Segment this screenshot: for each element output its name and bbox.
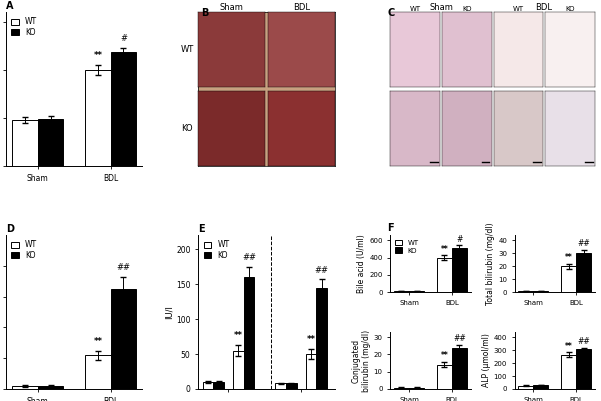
Y-axis label: WT: WT [180, 45, 194, 54]
Text: **: ** [234, 331, 243, 340]
Text: #: # [456, 235, 463, 244]
Bar [233, 350, 243, 389]
Bar [561, 354, 576, 389]
Bar [394, 291, 409, 292]
Y-axis label: IU/l: IU/l [164, 305, 173, 319]
Text: A: A [6, 1, 13, 11]
Text: **: ** [441, 352, 448, 360]
Text: ##: ## [453, 334, 466, 343]
Legend: WT, KO: WT, KO [10, 239, 38, 261]
Y-axis label: Conjugated
bilirubin (mg/dl): Conjugated bilirubin (mg/dl) [352, 329, 371, 391]
Bar [437, 257, 452, 292]
Y-axis label: Bile acid (U/ml): Bile acid (U/ml) [358, 234, 367, 293]
Text: F: F [387, 223, 394, 233]
Text: Sham: Sham [430, 3, 453, 12]
Title: Sham: Sham [219, 3, 243, 12]
Text: B: B [201, 8, 209, 18]
Title: WT: WT [513, 6, 524, 12]
Bar [12, 120, 38, 166]
Bar [576, 349, 591, 389]
Bar [85, 355, 111, 389]
Bar [213, 382, 224, 389]
Text: **: ** [93, 337, 102, 346]
Legend: WT, KO: WT, KO [10, 16, 38, 38]
Bar [534, 385, 549, 389]
Text: **: ** [565, 342, 573, 350]
Text: E: E [198, 224, 205, 234]
Legend: WT, KO: WT, KO [394, 239, 420, 255]
Title: BDL: BDL [293, 3, 310, 12]
Bar [519, 291, 534, 292]
Text: ##: ## [578, 337, 590, 346]
Bar [85, 70, 111, 166]
Text: ##: ## [242, 253, 256, 262]
Title: WT: WT [410, 6, 421, 12]
Bar [306, 354, 316, 389]
Bar [452, 348, 467, 389]
Bar [275, 383, 286, 389]
Bar [203, 382, 213, 389]
Bar [12, 386, 38, 389]
Bar [561, 266, 576, 292]
Text: **: ** [565, 253, 573, 262]
Text: BDL: BDL [535, 3, 552, 12]
Text: ##: ## [117, 263, 130, 272]
Bar [519, 386, 534, 389]
Bar [452, 248, 467, 292]
Bar [316, 288, 327, 389]
Y-axis label: KO: KO [182, 124, 193, 133]
Bar [534, 291, 549, 292]
Title: KO: KO [566, 6, 575, 12]
Bar [38, 386, 63, 389]
Y-axis label: ALP (μmol/ml): ALP (μmol/ml) [482, 334, 491, 387]
Bar [286, 383, 297, 389]
Text: **: ** [441, 245, 448, 254]
Text: C: C [387, 8, 395, 18]
Text: #: # [120, 34, 127, 43]
Bar [243, 277, 254, 389]
Bar [409, 291, 424, 292]
Text: ##: ## [315, 265, 329, 275]
Text: D: D [6, 224, 14, 234]
Bar [111, 53, 136, 166]
Bar [38, 119, 63, 166]
Bar [394, 388, 409, 389]
Bar [576, 253, 591, 292]
Text: **: ** [307, 336, 316, 344]
Y-axis label: Total bilirubin (mg/dl): Total bilirubin (mg/dl) [486, 222, 495, 305]
Bar [437, 365, 452, 389]
Legend: WT, KO: WT, KO [202, 239, 231, 261]
Text: **: ** [93, 51, 102, 60]
Text: ##: ## [578, 239, 590, 248]
Bar [111, 289, 136, 389]
Title: KO: KO [462, 6, 472, 12]
Bar [409, 388, 424, 389]
